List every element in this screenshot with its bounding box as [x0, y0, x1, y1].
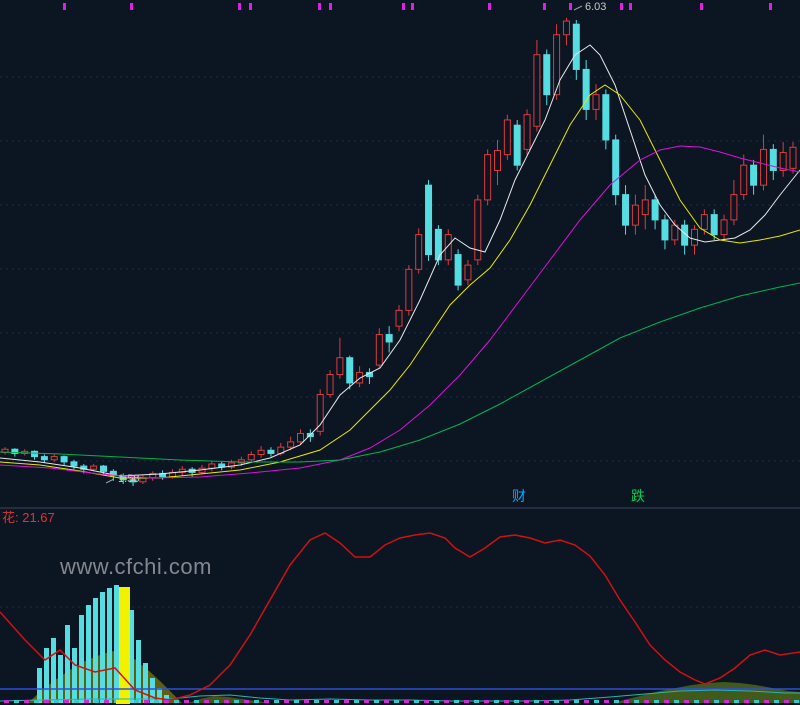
indicator-value-label: 花: 21.67 [2, 510, 55, 525]
low-price-label: 1.58 [118, 473, 140, 485]
peak-price-label: 6.03 [585, 1, 607, 13]
watermark: www.cfchi.com [60, 554, 212, 579]
overlay-text-cai: 财 [512, 488, 526, 504]
overlay-text-die: 跌 [631, 488, 645, 504]
